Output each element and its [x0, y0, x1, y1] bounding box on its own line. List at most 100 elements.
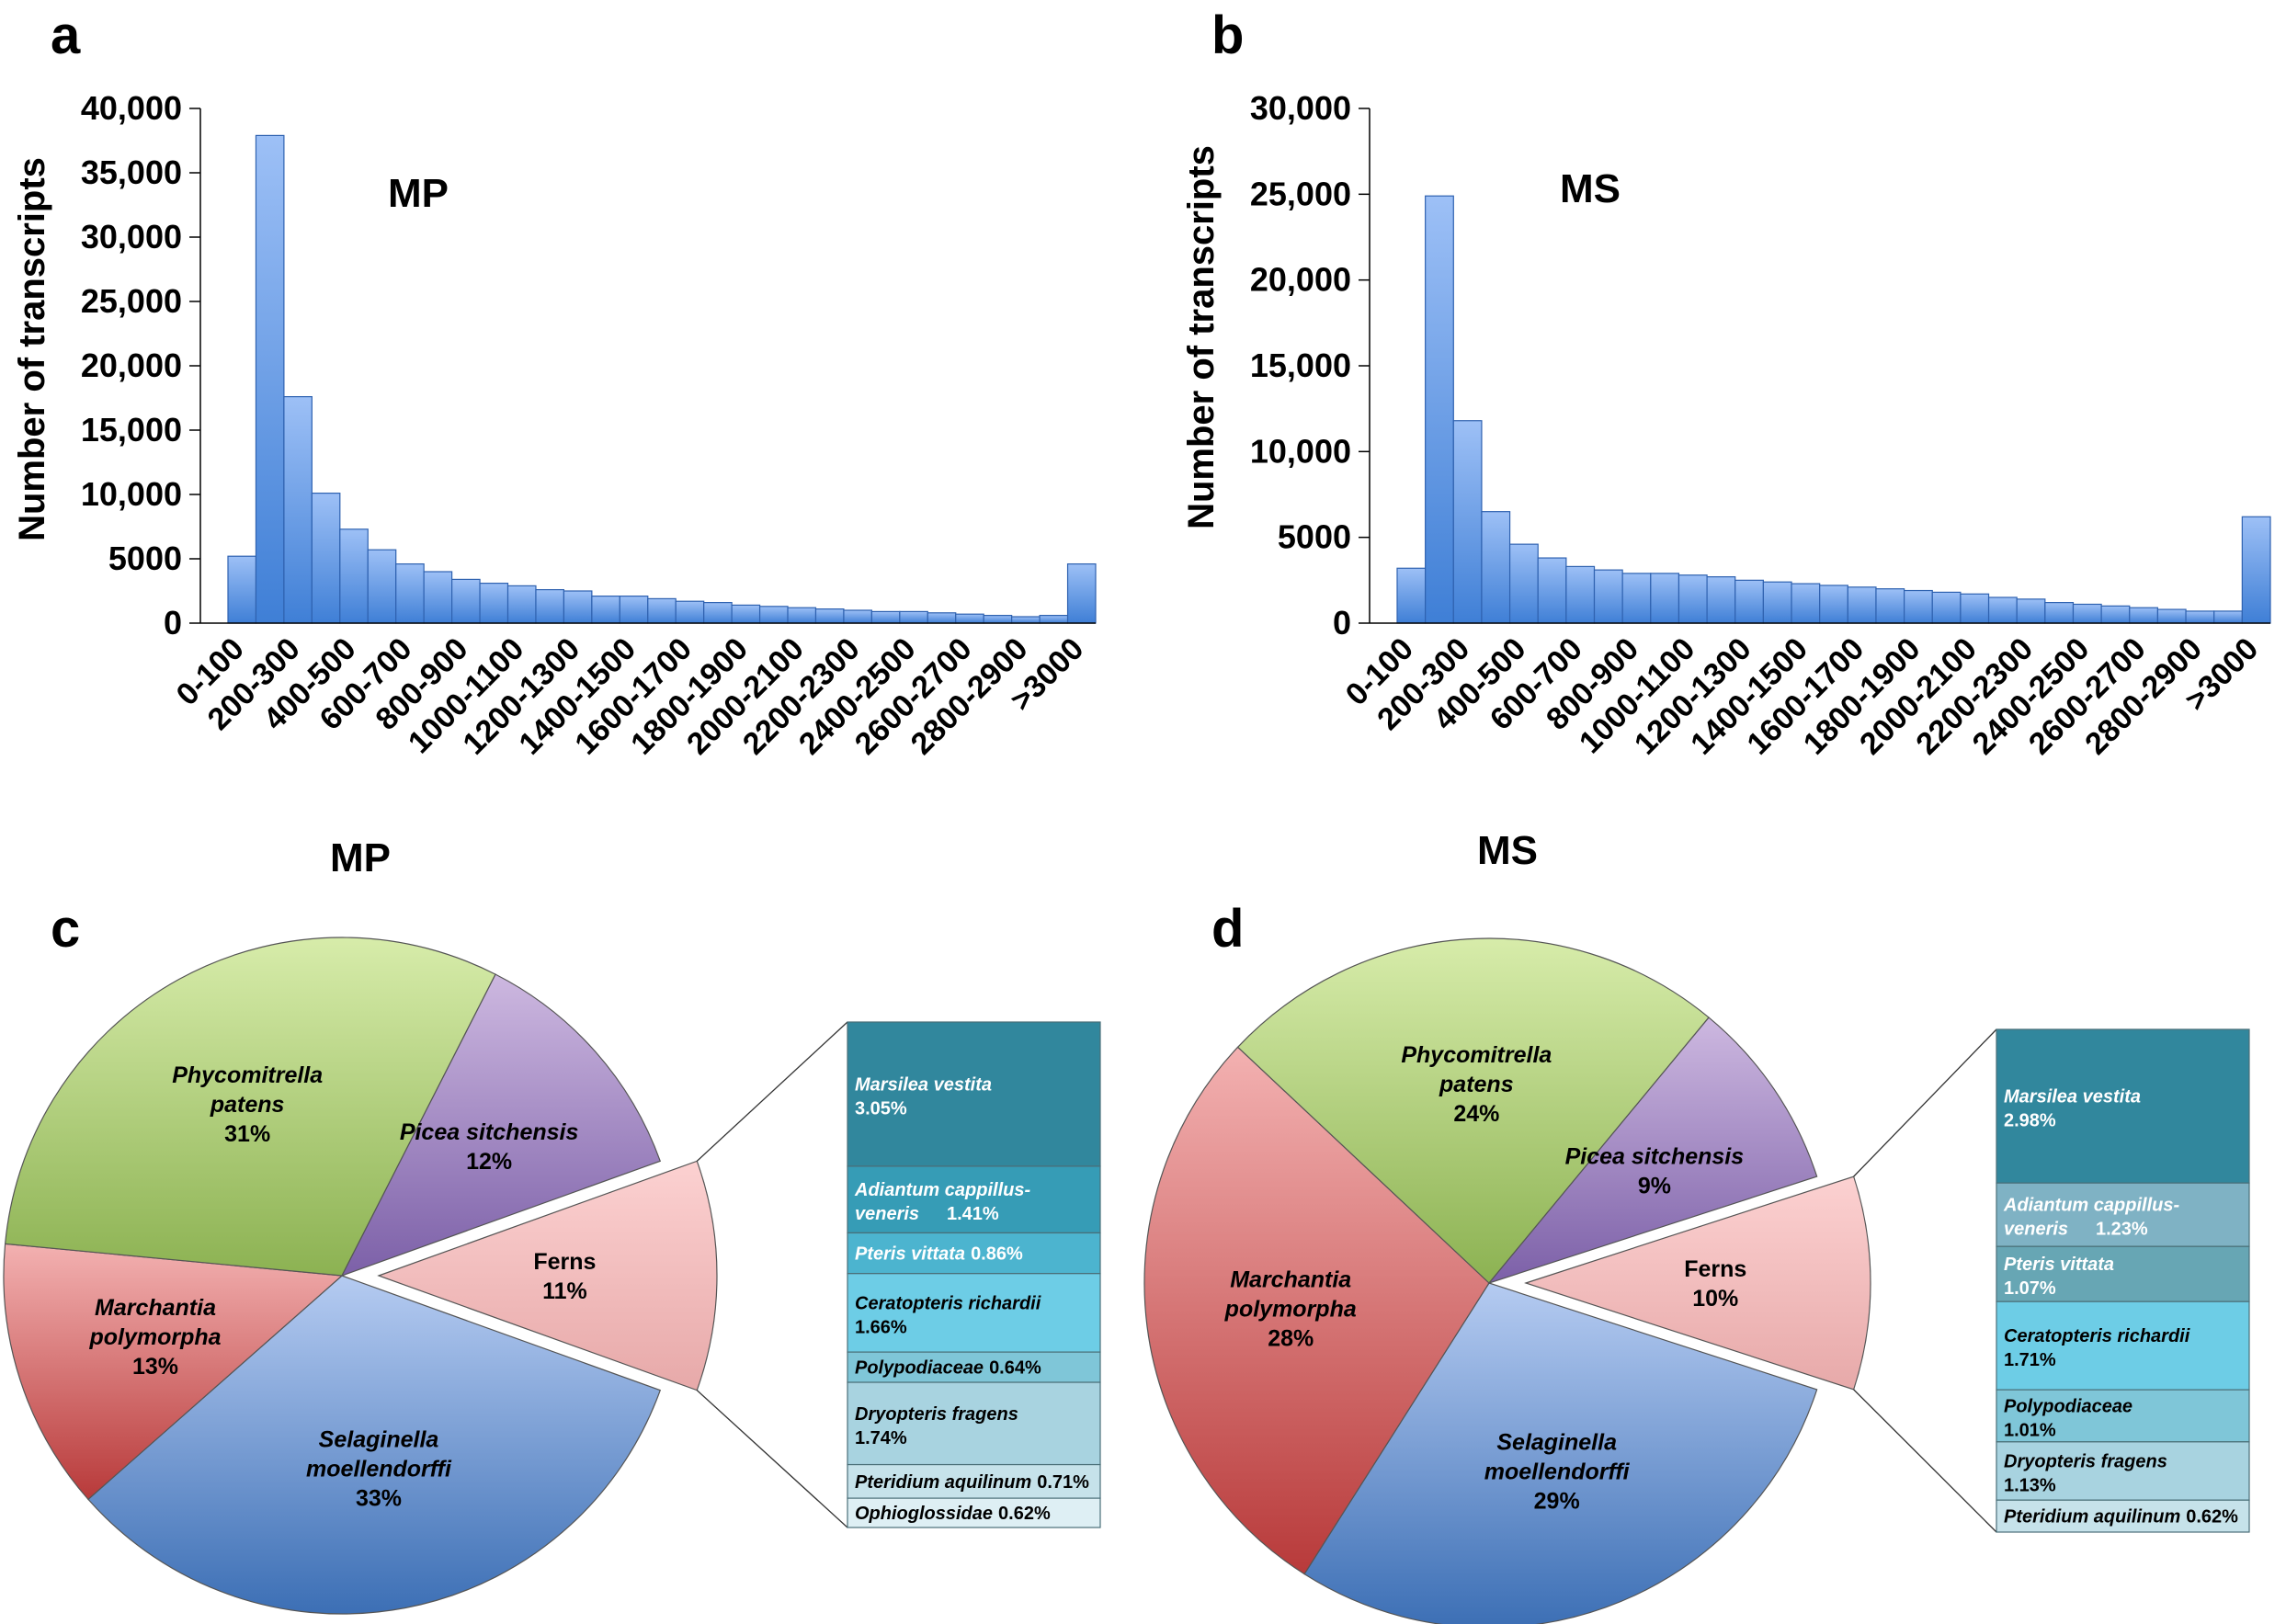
- pie-slice-d-1: [1487, 1016, 1818, 1285]
- bar-a-15: [647, 597, 677, 624]
- breakdown-name-c-5: Dryopteris fragens: [855, 1404, 1018, 1425]
- breakdown-pct-d-2: 1.07%: [2004, 1278, 2056, 1299]
- breakdown-pct-c-5: 1.74%: [855, 1428, 907, 1448]
- panel-letter-d: d: [1211, 899, 1244, 959]
- bar-b-16: [1847, 586, 1877, 624]
- breakdown-segment-c-1: [847, 1165, 1101, 1234]
- bar-b-29: [2213, 610, 2243, 624]
- breakdown-pct-d-5: 1.13%: [2004, 1476, 2056, 1496]
- breakdown-pct-c-2: 0.86%: [971, 1244, 1023, 1265]
- breakdown-pct-c-1: 1.41%: [947, 1204, 999, 1224]
- slice-value-d-3: 29%: [1534, 1489, 1580, 1515]
- slice-label-d-4-1: polymorpha: [1224, 1296, 1357, 1322]
- connector-top-c: [696, 1021, 848, 1162]
- breakdown-name-d-0: Marsilea vestita: [2004, 1087, 2141, 1107]
- chart-title-a: MP: [388, 171, 449, 216]
- slice-value-d-4: 28%: [1268, 1325, 1314, 1351]
- bar-a-24: [899, 610, 928, 624]
- bar-b-18: [1904, 589, 1933, 624]
- pie-slice-c-0: [4, 937, 496, 1277]
- y-tick-label-a-8: 40,000: [81, 89, 182, 127]
- breakdown-name2-c-1: veneris: [855, 1204, 919, 1224]
- pie-slice-c-4: [3, 1243, 344, 1501]
- breakdown-name-c-6: Pteridium aquilinum: [855, 1472, 1031, 1493]
- y-tick-label-b-5: 25,000: [1250, 175, 1351, 212]
- breakdown-segment-d-5: [1996, 1441, 2250, 1501]
- slice-label-d-3-0: Selaginella: [1496, 1430, 1617, 1456]
- breakdown-name-d-2: Pteris vittata: [2004, 1255, 2114, 1275]
- bar-a-9: [479, 582, 509, 624]
- bar-b-23: [2044, 601, 2075, 624]
- breakdown-name-d-3: Ceratopteris richardii: [2004, 1326, 2190, 1346]
- bar-b-17: [1875, 588, 1905, 624]
- bar-b-5: [1537, 557, 1567, 624]
- bars-b: [1396, 195, 2271, 624]
- breakdown-segment-d-1: [1996, 1182, 2250, 1247]
- bar-b-22: [2016, 598, 2046, 624]
- y-tick-label-a-0: 0: [164, 604, 182, 642]
- bar-a-19: [758, 606, 789, 624]
- breakdown-pct-d-0: 2.98%: [2004, 1111, 2056, 1131]
- bar-a-6: [395, 562, 425, 624]
- breakdown-segment-d-2: [1996, 1245, 2250, 1302]
- pie-slice-c-3: [87, 1275, 662, 1615]
- pie-title-c: MP: [330, 835, 391, 880]
- histogram-panel-b: b Number of transcripts MS 0 5000 10,000 15…: [1181, 6, 2271, 762]
- slice-label-d-1-0: Picea sitchensis: [1565, 1144, 1745, 1170]
- bar-b-7: [1593, 569, 1623, 624]
- connector-bottom-d: [1853, 1389, 1997, 1533]
- breakdown-segment-d-3: [1996, 1300, 2250, 1391]
- breakdown-name-c-0: Marsilea vestita: [855, 1074, 992, 1095]
- bar-b-8: [1621, 573, 1652, 624]
- bar-a-2: [283, 396, 313, 624]
- bar-a-17: [703, 601, 733, 624]
- pie-d: Ferns 10% Selaginella moellendorffi 29% March…: [1143, 937, 1871, 1624]
- breakdown-name-c-7: Ophioglossidae: [855, 1504, 993, 1524]
- slice-label-c-4-1: polymorpha: [88, 1324, 221, 1350]
- bar-a-7: [423, 571, 453, 624]
- slice-value-d-0: 24%: [1453, 1101, 1499, 1127]
- chart-title-b: MS: [1560, 166, 1621, 211]
- bar-a-0: [227, 555, 257, 624]
- bars-a: [227, 134, 1097, 624]
- bar-b-20: [1960, 593, 1990, 624]
- pie-slice-d-0: [1236, 937, 1710, 1284]
- breakdown-segment-d-0: [1996, 1028, 2250, 1184]
- panel-letter-a: a: [51, 6, 81, 65]
- bar-b-0: [1396, 567, 1427, 624]
- breakdown-segment-c-3: [847, 1273, 1101, 1353]
- bar-a-4: [339, 528, 369, 624]
- bar-a-29: [1039, 614, 1069, 624]
- breakdown-name2-d-1: veneris: [2004, 1220, 2068, 1240]
- bar-a-14: [619, 595, 649, 624]
- y-tick-label-a-2: 10,000: [81, 475, 182, 513]
- breakdown-pct-c-0: 3.05%: [855, 1098, 907, 1119]
- bar-a-23: [870, 610, 901, 624]
- bar-b-27: [2156, 608, 2187, 624]
- bar-b-21: [1987, 596, 2018, 624]
- bar-b-25: [2100, 605, 2131, 624]
- slice-label-c-1-0: Picea sitchensis: [400, 1119, 579, 1145]
- bar-b-30: [2241, 516, 2271, 624]
- breakdown-name-d-1: Adiantum cappillus-: [2003, 1196, 2179, 1216]
- breakdown-pct-d-3: 1.71%: [2004, 1350, 2056, 1370]
- y-tick-label-a-1: 5000: [108, 539, 182, 577]
- breakdown-segment-d-4: [1996, 1389, 2250, 1443]
- bar-b-28: [2185, 610, 2215, 624]
- y-tick-label-a-6: 30,000: [81, 218, 182, 256]
- bar-b-9: [1650, 573, 1680, 624]
- y-tick-label-b-4: 20,000: [1250, 261, 1351, 299]
- bar-b-13: [1762, 581, 1792, 624]
- bar-a-1: [255, 134, 285, 624]
- pie-slice-c-1: [340, 973, 662, 1278]
- bar-a-12: [563, 590, 593, 624]
- y-tick-label-b-2: 10,000: [1250, 432, 1351, 470]
- slice-value-c-0: 31%: [224, 1121, 270, 1147]
- y-tick-label-b-6: 30,000: [1250, 89, 1351, 127]
- pie-panel-c: MP c Ferns 11% Selaginella moellendorffi 33%…: [3, 835, 1101, 1615]
- slice-value-c-3: 33%: [356, 1486, 402, 1512]
- slice-label-d-4-0: Marchantia: [1230, 1266, 1351, 1292]
- bar-b-2: [1452, 420, 1483, 624]
- slice-value-d-2: 10%: [1692, 1286, 1738, 1312]
- bar-b-6: [1565, 565, 1596, 624]
